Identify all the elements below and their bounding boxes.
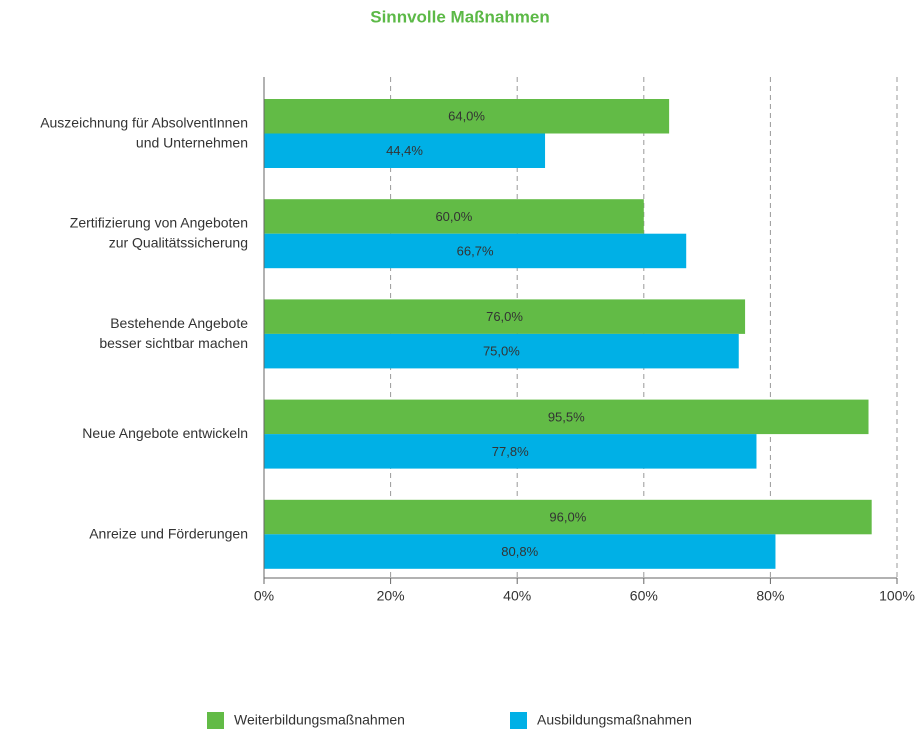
value-label: 44,4% bbox=[386, 143, 423, 158]
legend-swatch bbox=[510, 712, 527, 729]
y-tick-label-line: und Unternehmen bbox=[136, 134, 248, 150]
y-tick-label-line: Neue Angebote entwickeln bbox=[82, 425, 248, 441]
x-tick-label: 20% bbox=[377, 588, 405, 604]
y-tick-label-line: Zertifizierung von Angeboten bbox=[70, 214, 248, 230]
y-tick-label-line: Auszeichnung für AbsolventInnen bbox=[40, 114, 248, 130]
bar bbox=[264, 99, 670, 134]
value-label: 64,0% bbox=[448, 109, 485, 124]
y-tick-label: Zertifizierung von Angeboten zur Qualität… bbox=[70, 214, 248, 250]
y-tick-label: Bestehende Angebote besser sichtbar mache… bbox=[99, 315, 248, 351]
y-tick-label-line: zur Qualitätssicherung bbox=[109, 234, 248, 250]
bar bbox=[264, 499, 872, 535]
x-tick-label: 80% bbox=[756, 588, 784, 604]
x-tick-label: 60% bbox=[630, 588, 658, 604]
value-label: 77,8% bbox=[492, 444, 529, 459]
legend-swatch bbox=[207, 712, 224, 729]
bar bbox=[264, 233, 687, 269]
bar bbox=[264, 333, 739, 369]
y-tick-label: Neue Angebote entwickeln bbox=[82, 425, 248, 441]
bar bbox=[264, 299, 746, 334]
bar bbox=[264, 434, 757, 469]
x-tick-label: 0% bbox=[254, 588, 274, 604]
value-label: 80,8% bbox=[501, 544, 538, 559]
bar bbox=[264, 133, 546, 168]
bar bbox=[264, 534, 776, 569]
y-tick-label-line: besser sichtbar machen bbox=[99, 335, 248, 351]
value-label: 66,7% bbox=[457, 243, 494, 258]
legend-label: Weiterbildungsmaßnahmen bbox=[234, 712, 405, 728]
value-label: 75,0% bbox=[483, 344, 520, 359]
y-tick-label-line: Bestehende Angebote bbox=[110, 315, 248, 331]
legend-label: Ausbildungsmaßnahmen bbox=[537, 712, 692, 728]
y-tick-label-line: Anreize und Förderungen bbox=[89, 525, 248, 541]
y-tick-label: Auszeichnung für AbsolventInnen und Unter… bbox=[40, 114, 248, 150]
value-label: 96,0% bbox=[549, 509, 586, 524]
value-label: 60,0% bbox=[435, 209, 472, 224]
bar bbox=[264, 399, 869, 435]
chart-title: Sinnvolle Maßnahmen bbox=[370, 7, 549, 26]
value-label: 76,0% bbox=[486, 309, 523, 324]
bar bbox=[264, 199, 644, 234]
value-label: 95,5% bbox=[548, 409, 585, 424]
x-tick-label: 40% bbox=[503, 588, 531, 604]
x-tick-label: 100% bbox=[879, 588, 915, 604]
y-tick-label: Anreize und Förderungen bbox=[89, 525, 248, 541]
